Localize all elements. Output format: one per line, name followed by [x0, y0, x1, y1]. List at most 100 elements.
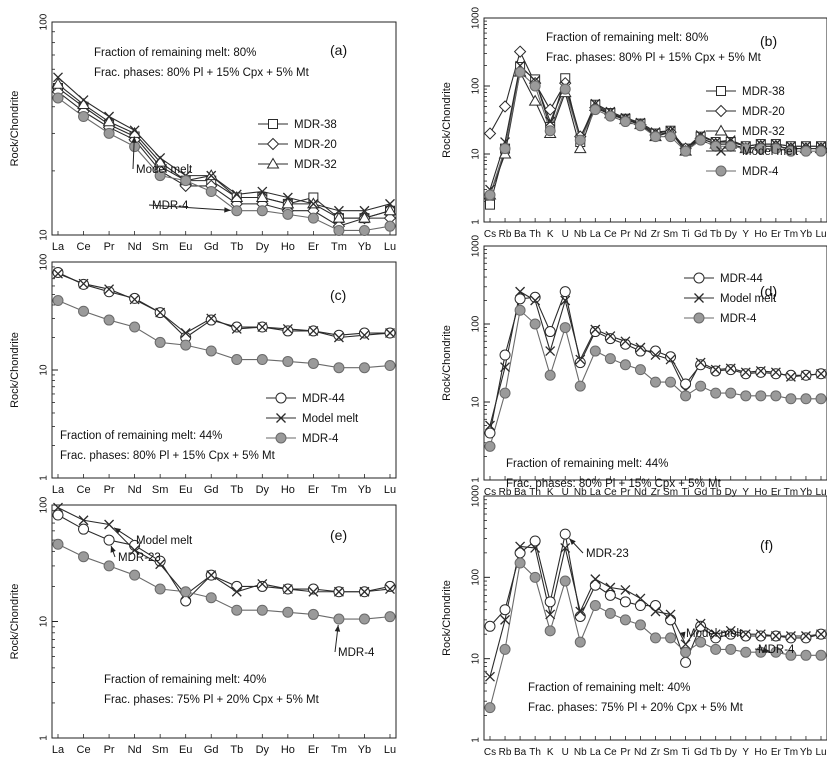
data-point-model-melt	[665, 354, 676, 365]
x-tick-label: Tb	[710, 487, 722, 498]
data-point-mdr-23	[665, 614, 677, 626]
data-point-mdr-4	[634, 364, 646, 376]
x-tick-label: Er	[771, 487, 782, 498]
x-tick-label: Ce	[604, 229, 617, 240]
data-point-mdr-4	[256, 205, 268, 217]
legend-label: MDR-4	[720, 313, 757, 325]
data-point-mdr-4	[800, 145, 812, 157]
callout-arrowhead	[131, 136, 137, 143]
x-tick-label: Cs	[484, 747, 496, 758]
x-tick-label: Gd	[204, 484, 219, 496]
data-point-mdr-4	[103, 560, 115, 572]
data-point-mdr-32	[528, 94, 542, 106]
data-point-mdr-4	[634, 120, 646, 132]
annotation-note: Fraction of remaining melt: 40%	[104, 674, 266, 686]
data-point-model-melt	[530, 295, 541, 306]
data-point-mdr-4	[665, 131, 677, 143]
data-point-mdr-44	[740, 368, 752, 380]
callout-arrowhead	[569, 538, 576, 546]
x-tick-label: Zr	[651, 487, 661, 498]
data-point-mdr-4	[544, 369, 556, 381]
data-point-mdr-23	[650, 600, 661, 612]
panel-label: (e)	[330, 527, 347, 543]
data-point-model-melt	[800, 631, 811, 641]
data-point-model-melt	[257, 579, 268, 589]
series-line-model-melt	[57, 507, 391, 596]
data-point-mdr-32	[383, 204, 397, 216]
x-tick-label: Ce	[77, 241, 91, 253]
data-point-model-melt	[53, 268, 63, 279]
y-tick-label: 1	[39, 735, 50, 741]
data-point-mdr-4	[634, 619, 646, 631]
data-point-model-melt	[155, 152, 166, 163]
y-axis-label: Rock/Chondrite	[441, 580, 453, 656]
data-point-mdr-4	[574, 134, 586, 146]
data-point-mdr-4	[589, 104, 601, 116]
x-tick-label: Pr	[620, 747, 631, 758]
data-point-mdr-44	[205, 314, 217, 326]
data-point-model-melt	[53, 502, 63, 513]
data-point-model-melt	[104, 111, 115, 122]
data-point-model-melt	[500, 614, 511, 625]
data-point-mdr-4	[574, 636, 586, 648]
data-point-mdr-4	[800, 393, 812, 405]
data-point-mdr-4	[180, 586, 192, 598]
data-point-mdr-4	[589, 345, 601, 357]
data-point-mdr-4	[680, 390, 692, 402]
data-point-mdr-4	[52, 538, 64, 550]
y-tick-label: 10	[471, 148, 482, 160]
data-point-mdr-23	[785, 632, 797, 644]
data-point-mdr-4	[740, 646, 752, 658]
x-tick-label: Tm	[331, 744, 347, 756]
x-tick-label: Gd	[204, 241, 219, 253]
x-tick-label: Ce	[77, 744, 91, 756]
x-tick-label: K	[547, 747, 554, 758]
data-point-mdr-4	[544, 625, 556, 637]
x-tick-label: Eu	[179, 241, 192, 253]
data-point-mdr-4	[755, 143, 767, 155]
panel-label: (c)	[330, 287, 346, 303]
data-point-model-melt	[545, 609, 556, 620]
x-tick-label: Ce	[77, 484, 91, 496]
x-tick-label: Pr	[104, 484, 115, 496]
data-point-mdr-4	[256, 604, 268, 616]
legend-label: Model melt	[742, 146, 799, 158]
x-tick-label: Sm	[152, 484, 169, 496]
data-point-mdr-23	[800, 632, 812, 644]
data-point-mdr-4	[154, 170, 166, 182]
data-point-mdr-4	[529, 571, 541, 583]
data-point-mdr-4	[282, 208, 294, 220]
data-point-mdr-4	[180, 175, 192, 187]
data-point-mdr-4	[589, 600, 601, 612]
x-tick-label: Rb	[499, 487, 512, 498]
data-point-mdr-4	[333, 362, 345, 374]
data-point-model-melt	[282, 323, 293, 334]
data-point-model-melt	[785, 371, 796, 382]
legend-label: Model melt	[720, 293, 777, 305]
x-tick-label: Gd	[694, 487, 707, 498]
x-tick-label: La	[52, 484, 65, 496]
data-point-mdr-23	[695, 620, 707, 632]
data-point-model-melt	[560, 542, 571, 553]
data-point-mdr-32	[332, 211, 346, 223]
legend-marker	[268, 119, 278, 129]
data-point-mdr-4	[52, 295, 64, 307]
data-point-model-melt	[129, 125, 140, 136]
panel-a: 10 100 Rock/Chondrite La Ce Pr Nd Sm Eu Gd Tb Dy Ho E…	[9, 13, 397, 253]
x-tick-label: Tb	[230, 484, 243, 496]
data-point-mdr-23	[103, 534, 115, 546]
data-point-mdr-23	[634, 600, 646, 612]
x-tick-label: Nd	[634, 747, 647, 758]
x-tick-label: Yb	[800, 747, 813, 758]
data-point-mdr-4	[695, 636, 707, 648]
x-tick-label: Zr	[651, 747, 661, 758]
y-tick-label: 1	[471, 219, 482, 225]
data-point-model-melt	[385, 198, 395, 209]
x-tick-label: Tb	[710, 747, 722, 758]
x-tick-label: Dy	[725, 229, 737, 240]
panel-label: (f)	[760, 537, 773, 553]
x-tick-label: Tm	[331, 241, 347, 253]
x-tick-label: Gd	[694, 229, 707, 240]
data-point-model-melt	[635, 342, 646, 353]
